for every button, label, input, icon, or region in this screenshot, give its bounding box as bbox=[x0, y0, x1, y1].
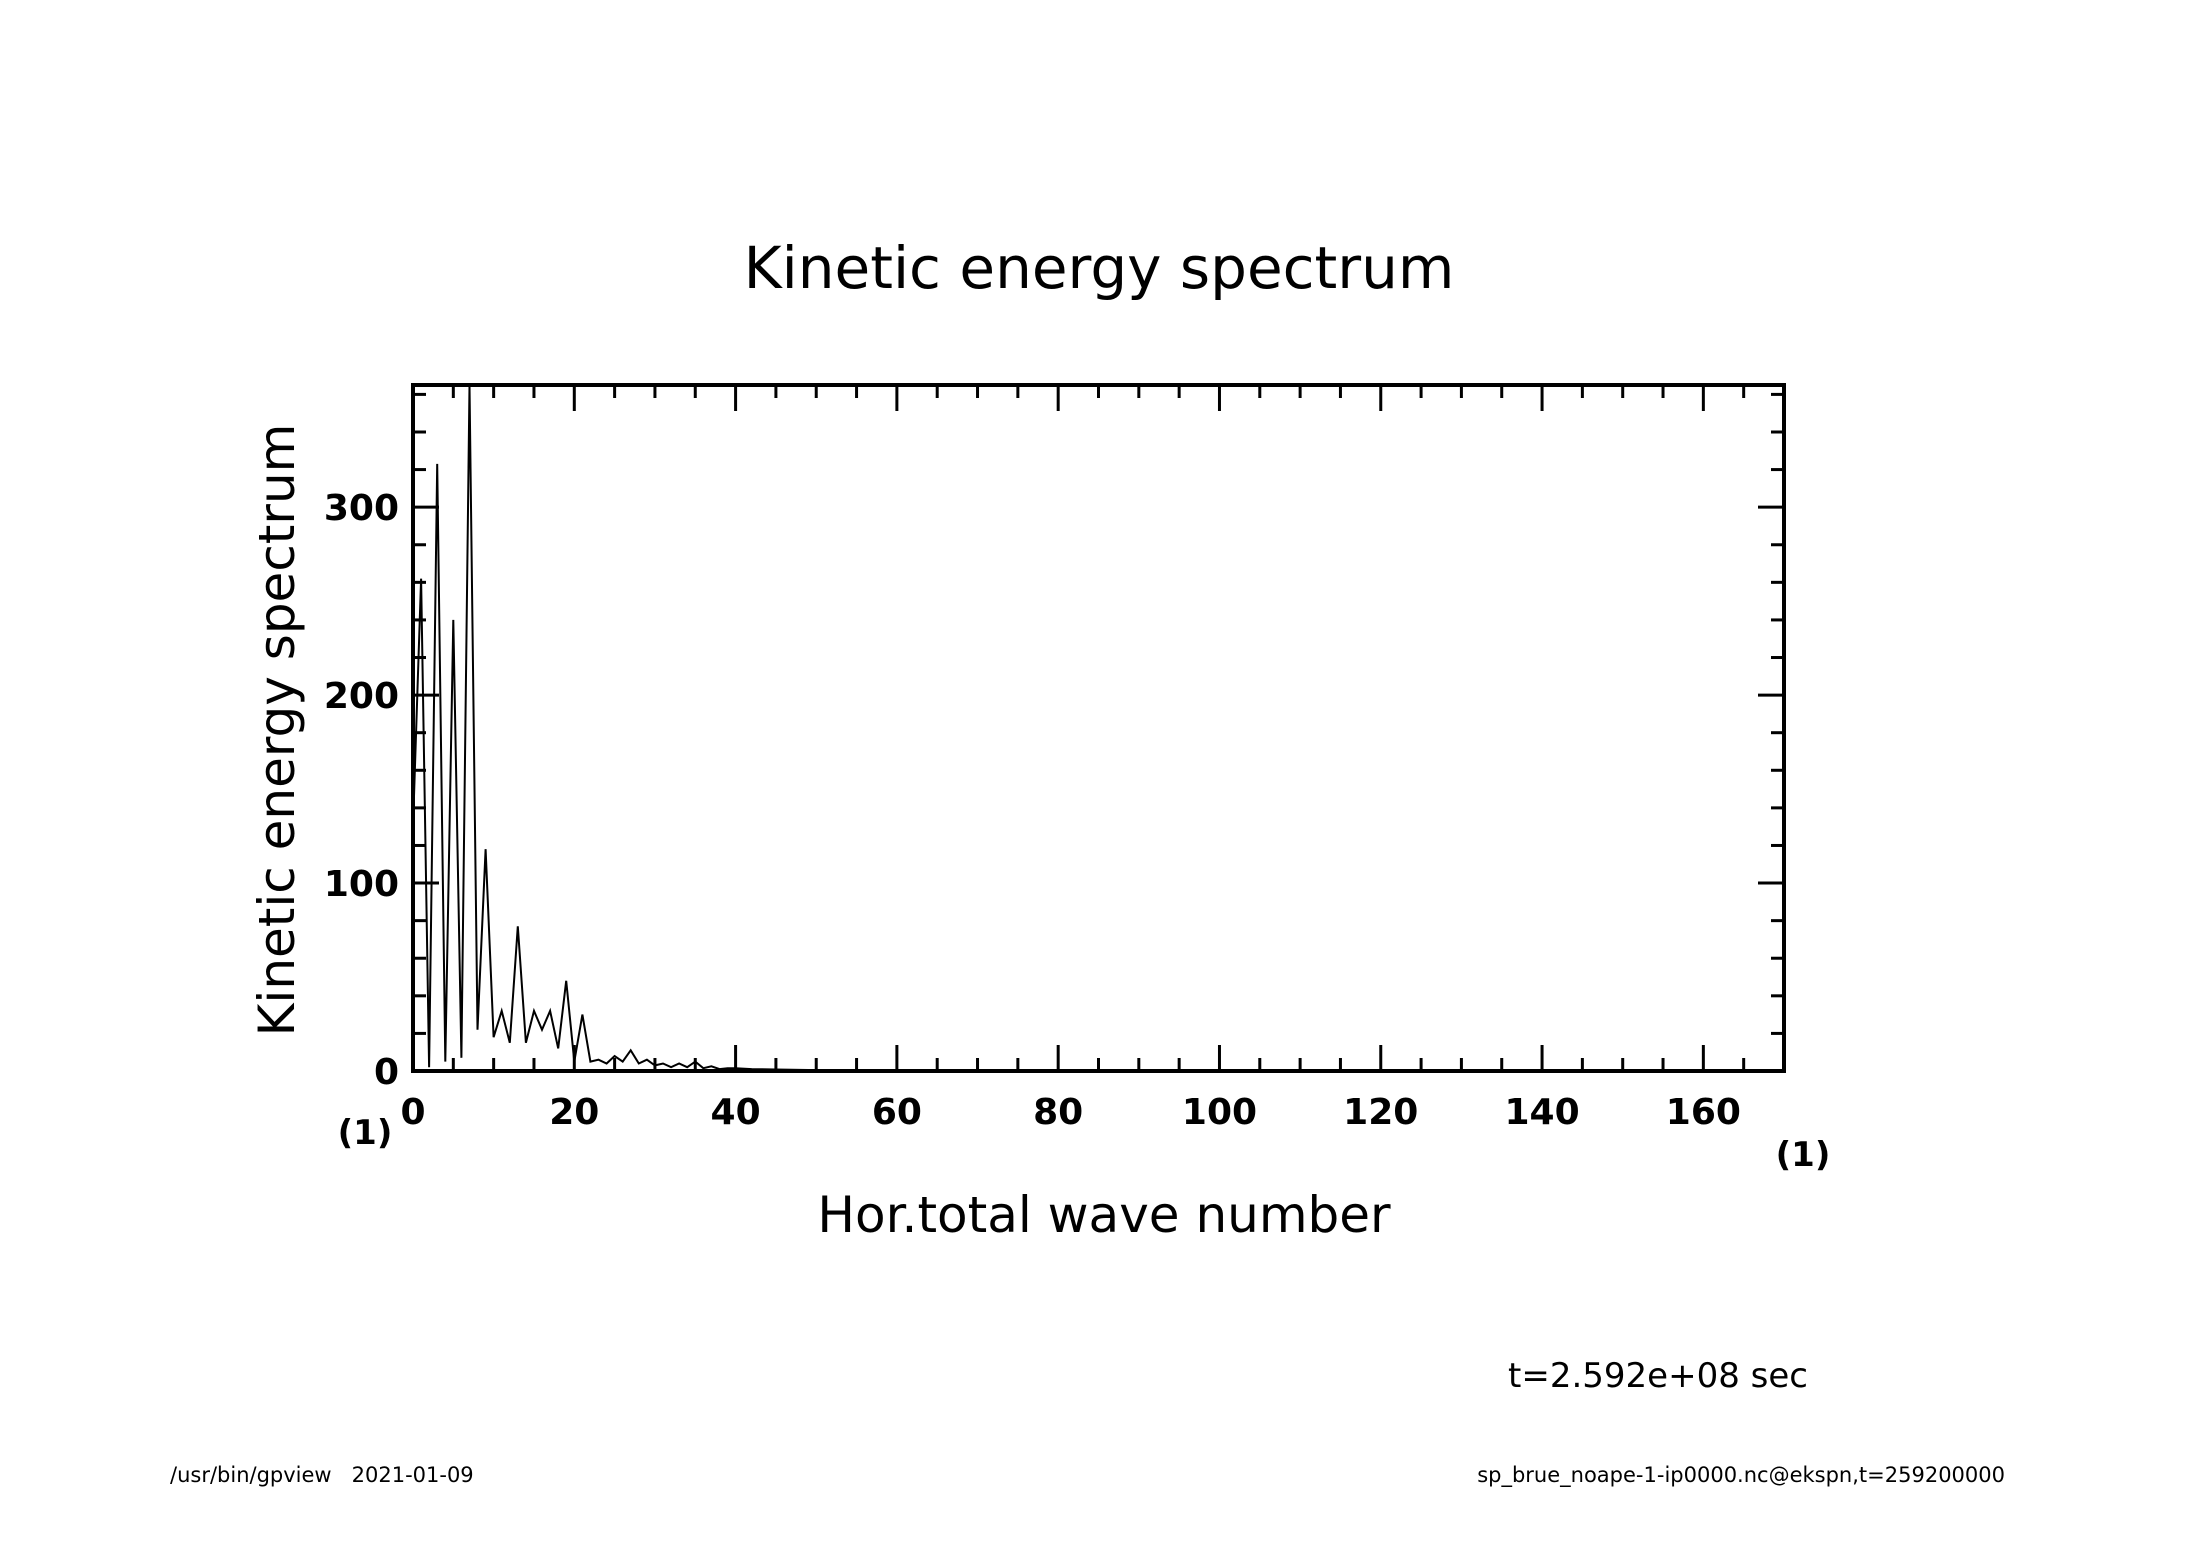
x-tick-label: 0 bbox=[400, 1092, 425, 1133]
y-tick-labels: 0 100 200 300 bbox=[324, 488, 399, 1093]
y-tick-label: 100 bbox=[324, 864, 399, 905]
x-tick-labels: 0 20 40 60 80 100 120 140 160 bbox=[400, 1092, 1740, 1133]
y-tick-label: 300 bbox=[324, 488, 399, 529]
axis-ticks bbox=[411, 385, 1786, 1073]
y-tick-label: 0 bbox=[374, 1052, 399, 1093]
x-tick-label: 120 bbox=[1343, 1092, 1418, 1133]
chart-title: Kinetic energy spectrum bbox=[744, 234, 1455, 302]
footer-right: sp_brue_noape-1-ip0000.nc@ekspn,t=259200… bbox=[1477, 1463, 2005, 1488]
plot-frame bbox=[411, 383, 1786, 1073]
x-axis-label: Hor.total wave number bbox=[817, 1186, 1391, 1244]
x-unit-label-right: (1) bbox=[1776, 1135, 1831, 1175]
x-tick-label: 20 bbox=[549, 1092, 599, 1133]
x-unit-label-left: (1) bbox=[338, 1113, 393, 1153]
series-line-kinetic-energy bbox=[412, 384, 1784, 1072]
x-tick-label: 60 bbox=[872, 1092, 922, 1133]
time-annotation: t=2.592e+08 sec bbox=[1508, 1356, 1808, 1396]
footer-left: /usr/bin/gpview 2021-01-09 bbox=[170, 1463, 474, 1487]
x-tick-label: 140 bbox=[1504, 1092, 1579, 1133]
x-tick-label: 80 bbox=[1033, 1092, 1083, 1133]
y-tick-label: 200 bbox=[324, 676, 399, 717]
x-tick-label: 100 bbox=[1182, 1092, 1257, 1133]
x-tick-label: 160 bbox=[1666, 1092, 1741, 1133]
x-tick-label: 40 bbox=[711, 1092, 761, 1133]
y-axis-label: Kinetic energy spectrum bbox=[248, 424, 306, 1037]
